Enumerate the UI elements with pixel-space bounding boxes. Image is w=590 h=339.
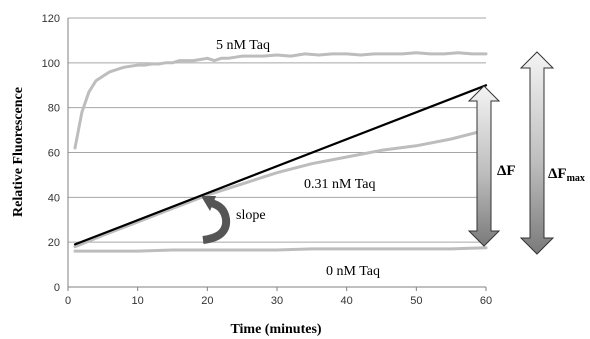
slope-label: slope bbox=[236, 208, 266, 223]
y-tick-label: 40 bbox=[48, 192, 60, 204]
x-tick-label: 60 bbox=[480, 295, 492, 307]
y-tick-label: 120 bbox=[42, 13, 60, 25]
series-line-0-nm-taq bbox=[73, 246, 488, 253]
gridlines bbox=[68, 17, 486, 243]
tick-labels: 0 20 40 60 80 100 120 0 10 20 30 40 50 60 bbox=[42, 13, 492, 307]
x-axis-title: Time (minutes) bbox=[230, 322, 321, 337]
y-axis-title: Relative Fluorescence bbox=[11, 87, 26, 217]
y-tick-label: 80 bbox=[48, 103, 60, 115]
label-031nm-taq: 0.31 nM Taq bbox=[304, 177, 375, 192]
delta-f-label: ΔF bbox=[497, 163, 516, 179]
y-tick-label: 60 bbox=[48, 148, 60, 160]
x-tick-label: 40 bbox=[341, 295, 353, 307]
x-tick-label: 10 bbox=[132, 295, 144, 307]
delta-fmax-double-arrow-icon bbox=[519, 51, 555, 255]
label-0nm-taq: 0 nM Taq bbox=[326, 264, 380, 279]
axes bbox=[67, 18, 487, 291]
y-tick-label: 0 bbox=[54, 282, 60, 294]
series-line-5-nm-taq bbox=[73, 51, 488, 150]
delta-fmax-main: ΔF bbox=[548, 166, 567, 182]
slope-curved-arrow-icon bbox=[201, 196, 231, 244]
delta-fmax-label: ΔFmax bbox=[548, 166, 585, 184]
y-tick-label: 20 bbox=[48, 237, 60, 249]
delta-f-double-arrow-icon bbox=[467, 85, 501, 247]
delta-fmax-subscript: max bbox=[567, 173, 585, 184]
x-tick-label: 0 bbox=[65, 295, 71, 307]
series-group bbox=[73, 51, 488, 253]
label-5nm-taq: 5 nM Taq bbox=[216, 38, 270, 53]
x-tick-label: 50 bbox=[410, 295, 422, 307]
y-tick-label: 100 bbox=[42, 58, 60, 70]
x-tick-label: 20 bbox=[201, 295, 213, 307]
x-tick-label: 30 bbox=[271, 295, 283, 307]
series-line-0-31-nm-taq bbox=[73, 128, 488, 249]
series-line-fit-line-3 bbox=[73, 84, 488, 246]
